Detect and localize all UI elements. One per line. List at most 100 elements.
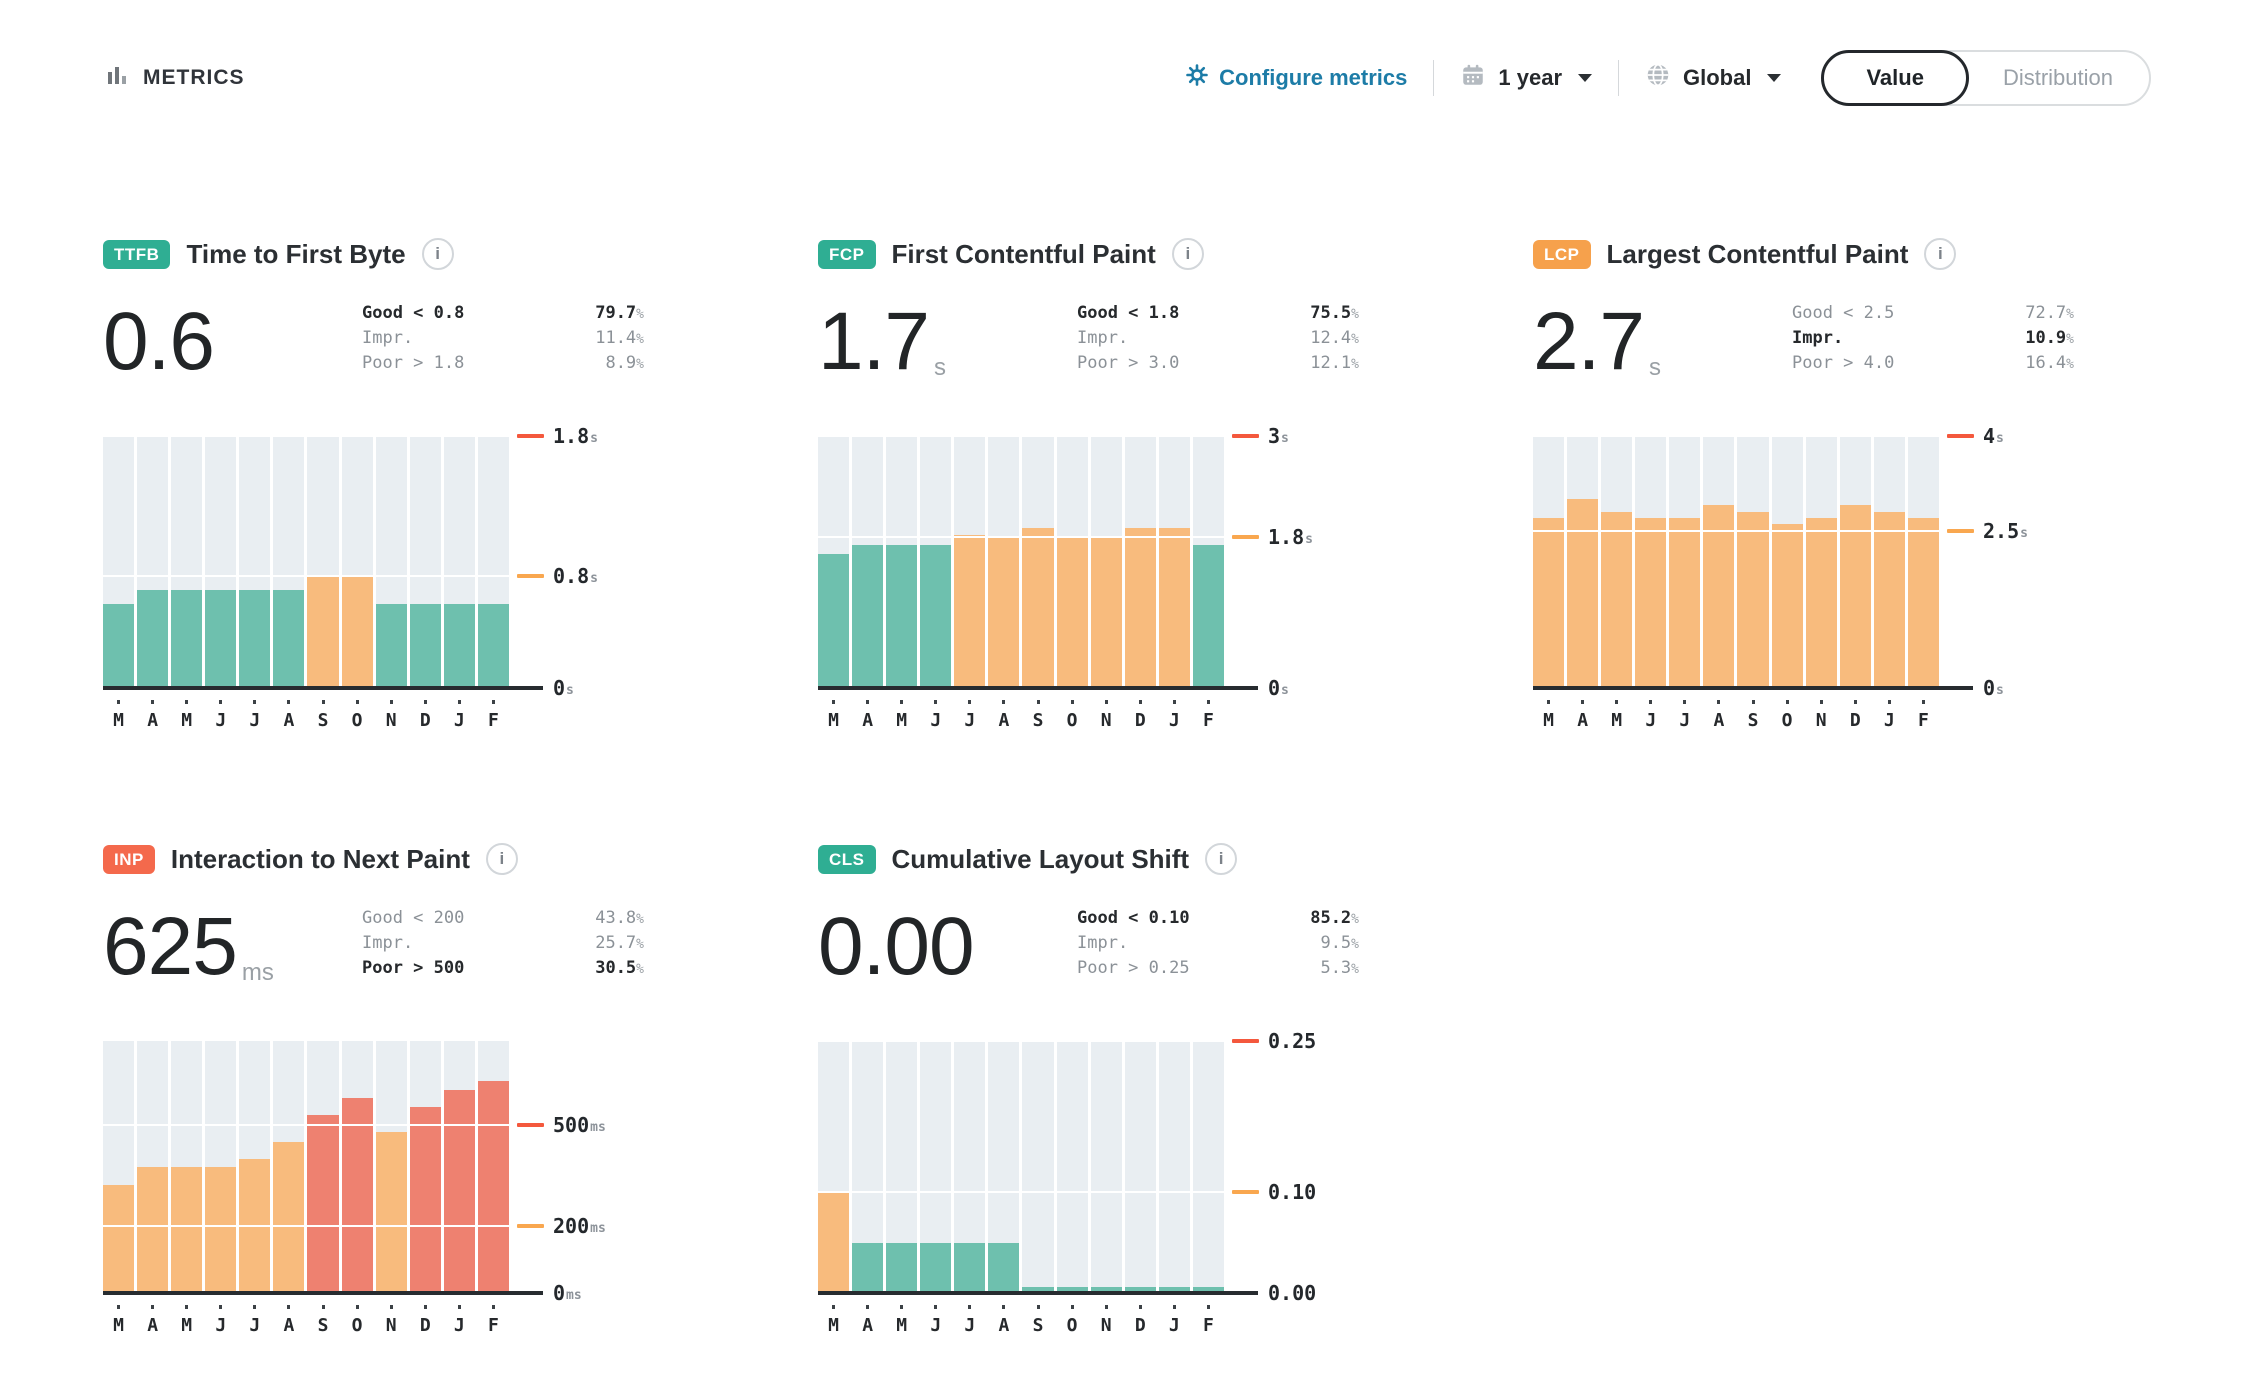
axis-month-tick — [1138, 700, 1142, 704]
configure-metrics-button[interactable]: Configure metrics — [1185, 63, 1407, 93]
chart-bar-O-7[interactable] — [341, 577, 373, 688]
chart-bar-A-1[interactable] — [852, 1242, 884, 1293]
chart-column — [1158, 436, 1190, 688]
chart-bar-J-10[interactable] — [443, 1089, 475, 1293]
chart-bar-N-8[interactable] — [1090, 1286, 1122, 1293]
region-dropdown[interactable]: Global — [1645, 62, 1782, 94]
chart-bar-A-1[interactable] — [1567, 499, 1599, 688]
axis-month-label: N — [1100, 1315, 1112, 1336]
chart-bar-M-2[interactable] — [886, 1242, 918, 1293]
chart-bar-A-1[interactable] — [137, 1167, 169, 1293]
chart-bar-J-3[interactable] — [1635, 517, 1667, 688]
chart-bar-O-7[interactable] — [341, 1098, 373, 1293]
axis-tick-unit: s — [590, 431, 598, 446]
chart-column — [375, 436, 407, 688]
axis-tick-unit: s — [2020, 525, 2028, 541]
info-icon[interactable]: i — [485, 843, 518, 875]
chart-bar-F-11[interactable] — [477, 1081, 509, 1293]
axis-month-tick — [1138, 1305, 1142, 1309]
chart-bar-J-4[interactable] — [239, 590, 271, 688]
chart-bar-M-0[interactable] — [1533, 517, 1565, 688]
chart-bar-J-3[interactable] — [920, 545, 952, 688]
legend-label: Poor > 1.8 — [362, 352, 465, 373]
chart-bar-A-1[interactable] — [137, 590, 169, 688]
info-icon[interactable]: i — [1171, 238, 1204, 270]
chart-bar-O-7[interactable] — [1056, 1286, 1088, 1293]
info-icon[interactable]: i — [1205, 843, 1238, 875]
chart-bar-M-2[interactable] — [171, 590, 203, 688]
period-dropdown[interactable]: 1 year — [1460, 62, 1593, 94]
chart-bar-J-3[interactable] — [205, 590, 237, 688]
chart-bar-D-9[interactable] — [409, 1106, 441, 1293]
chart-bar-M-0[interactable] — [103, 1185, 135, 1293]
chart-bar-A-5[interactable] — [988, 1242, 1020, 1293]
threshold-gridline — [103, 435, 509, 437]
chart-bar-D-9[interactable] — [1124, 528, 1156, 688]
threshold-tick-dash — [517, 1223, 544, 1228]
toggle-option-value[interactable]: Value — [1821, 50, 1969, 106]
chart-bar-J-10[interactable] — [1158, 528, 1190, 688]
chart-bar-J-10[interactable] — [443, 604, 475, 688]
chart-bar-O-7[interactable] — [1771, 524, 1803, 688]
percent-sign: % — [2066, 331, 2074, 347]
chart-bar-D-9[interactable] — [1124, 1286, 1156, 1293]
chart-bar-N-8[interactable] — [375, 604, 407, 688]
legend-row: Good < 200 43.8% — [338, 905, 644, 930]
chart-bar-N-8[interactable] — [1090, 536, 1122, 688]
chart-bar-S-6[interactable] — [307, 577, 339, 688]
chart-bar-M-2[interactable] — [886, 545, 918, 688]
axis-month: N — [1806, 700, 1837, 731]
chart-column — [375, 1041, 407, 1293]
chart-bar-O-7[interactable] — [1056, 536, 1088, 688]
metric-value-row: 0.6 Good < 0.8 79.7% Impr. 11.4% Poor > 1.8 8… — [103, 296, 644, 396]
chart-column — [988, 1041, 1020, 1293]
chart-bar-J-3[interactable] — [205, 1167, 237, 1293]
chart-bar-J-4[interactable] — [954, 1242, 986, 1293]
chart-bar-D-9[interactable] — [1839, 505, 1871, 688]
axis-month: J — [954, 700, 985, 731]
chart-column — [818, 436, 850, 688]
axis-tick-unit: s — [1305, 531, 1313, 547]
toggle-option-distribution[interactable]: Distribution — [2002, 65, 2113, 90]
chart-bar-S-6[interactable] — [1737, 511, 1769, 688]
chart-bar-J-3[interactable] — [920, 1242, 952, 1293]
legend-row: Good < 1.8 75.5% — [1053, 300, 1359, 325]
info-icon[interactable]: i — [421, 238, 454, 270]
metric-chart: 4 s 2.5 s 0 s — [1533, 424, 2078, 700]
chart-bar-N-8[interactable] — [375, 1131, 407, 1293]
toolbar-divider — [1618, 60, 1620, 96]
chart-bar-M-2[interactable] — [171, 1167, 203, 1293]
chart-bar-A-5[interactable] — [273, 1141, 305, 1293]
axis-month-label: S — [1032, 710, 1044, 731]
chart-bar-J-10[interactable] — [1873, 511, 1905, 688]
chart-bar-N-8[interactable] — [1805, 517, 1837, 688]
chart-bar-F-11[interactable] — [1907, 517, 1939, 688]
chart-bar-S-6[interactable] — [1022, 528, 1054, 688]
chart-bar-J-4[interactable] — [954, 535, 986, 688]
chart-bar-J-4[interactable] — [1669, 517, 1701, 688]
axis-month: J — [205, 1305, 236, 1336]
chart-bar-J-10[interactable] — [1158, 1286, 1190, 1293]
threshold-gridline — [818, 1040, 1224, 1042]
chart-bar-F-11[interactable] — [1192, 545, 1224, 688]
legend-row: Good < 2.5 72.7% — [1768, 300, 2074, 325]
metric-unit: ms — [241, 959, 274, 986]
axis-month: A — [988, 1305, 1019, 1336]
chart-bar-A-1[interactable] — [852, 545, 884, 688]
chart-bar-F-11[interactable] — [1192, 1286, 1224, 1293]
chart-bar-D-9[interactable] — [409, 604, 441, 688]
chart-bar-A-5[interactable] — [1703, 505, 1735, 688]
chart-bar-M-2[interactable] — [1601, 511, 1633, 688]
chart-bar-A-5[interactable] — [988, 536, 1020, 688]
info-icon[interactable]: i — [1924, 238, 1957, 270]
chart-bar-S-6[interactable] — [307, 1114, 339, 1293]
chart-bar-M-0[interactable] — [818, 1192, 850, 1293]
chart-bar-S-6[interactable] — [1022, 1286, 1054, 1293]
metric-chart: 0.25 0.10 0.00 — [818, 1029, 1363, 1305]
chart-bar-A-5[interactable] — [273, 590, 305, 688]
chart-bar-F-11[interactable] — [477, 604, 509, 688]
chart-bar-M-0[interactable] — [103, 604, 135, 688]
metric-value: 625 — [103, 901, 238, 992]
chart-bar-M-0[interactable] — [818, 553, 850, 688]
